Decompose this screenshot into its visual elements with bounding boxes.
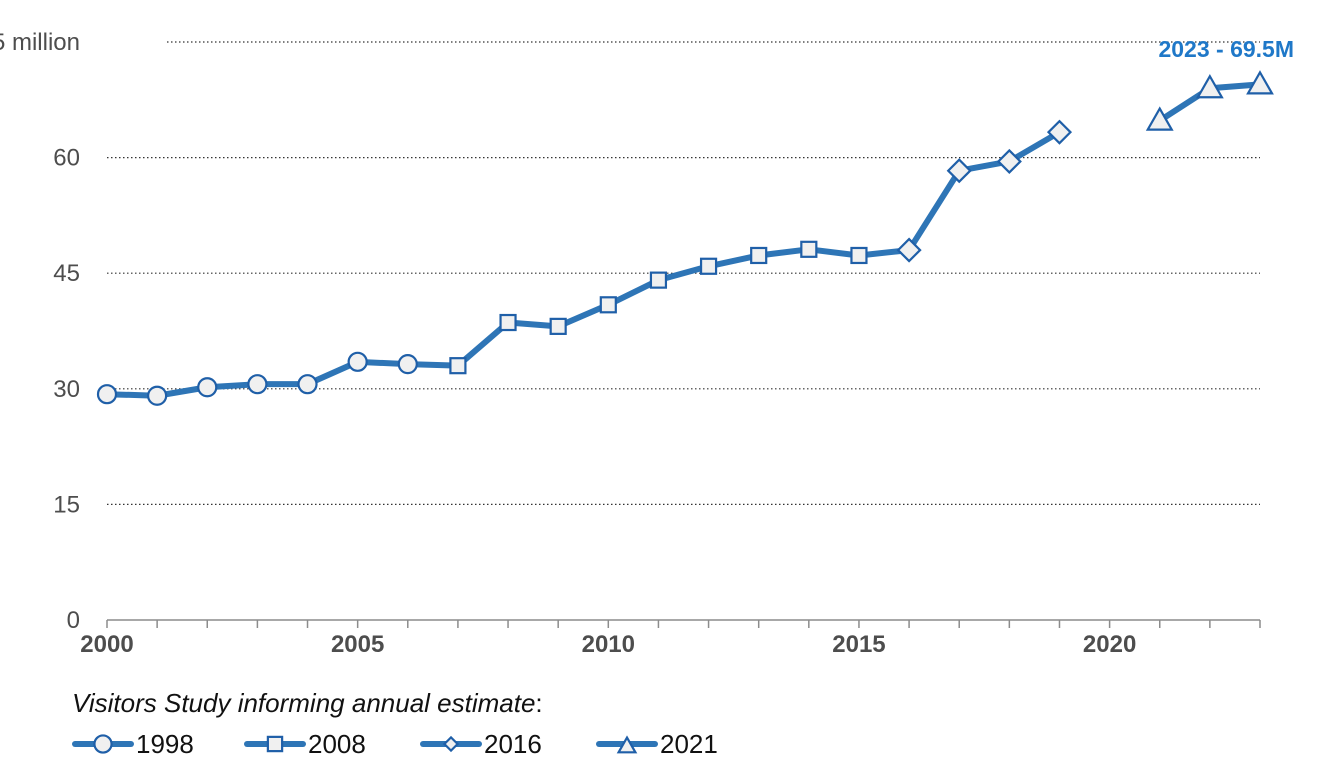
y-tick-label: 30 <box>53 376 80 403</box>
data-point-diamond <box>996 148 1022 175</box>
data-point-circle <box>147 385 168 406</box>
data-point-circle <box>197 377 218 398</box>
data-point-square <box>800 240 818 258</box>
data-point-diamond <box>1046 119 1073 145</box>
data-point-square <box>850 246 868 265</box>
data-point-square <box>266 735 284 753</box>
legend-label: 2008 <box>308 729 366 759</box>
x-axis: 2000 2005 2010 2015 2020 <box>80 619 1261 658</box>
x-tick-label: 2015 <box>832 631 885 658</box>
y-tick-label: 45 <box>53 260 80 287</box>
data-point-square <box>499 313 517 332</box>
data-point-circle <box>397 354 418 375</box>
x-tick-label: 2010 <box>582 631 635 658</box>
legend-title: Visitors Study informing annual estimate… <box>72 688 543 718</box>
data-point-circle <box>297 374 318 395</box>
data-point-square <box>750 246 768 265</box>
data-point-diamond <box>442 735 460 753</box>
legend-label: 2016 <box>484 729 542 759</box>
series-line-2016 <box>906 129 1063 254</box>
y-axis-ticks: 0 15 30 45 60 75 million <box>0 29 80 634</box>
series-lines <box>104 81 1263 399</box>
x-tick-label: 2020 <box>1083 631 1136 658</box>
triangle-marker-icon <box>596 735 658 754</box>
data-point-triangle <box>616 735 638 754</box>
y-tick-label: 60 <box>53 145 80 172</box>
data-point-circle <box>247 374 268 395</box>
x-tick-label: 2005 <box>331 631 384 658</box>
data-point-square <box>449 357 467 375</box>
annotation-label: 2023 - 69.5M <box>1158 36 1294 62</box>
data-point-circle <box>93 734 113 754</box>
data-point-square <box>549 317 567 335</box>
data-point-triangle <box>1195 74 1224 99</box>
line-chart: 0 15 30 45 60 75 million 2000 2005 2010 2015 2020… <box>0 29 1294 658</box>
y-tick-label: 0 <box>67 607 80 634</box>
series-markers <box>96 70 1274 406</box>
data-point-circle <box>347 351 368 372</box>
legend-label: 1998 <box>136 729 194 759</box>
data-point-square <box>649 271 668 289</box>
legend-label: 2021 <box>660 729 718 759</box>
data-point-triangle <box>1145 106 1174 131</box>
data-point-triangle <box>1246 70 1274 95</box>
circle-marker-icon <box>72 734 134 754</box>
diamond-marker-icon <box>420 735 482 753</box>
data-point-diamond <box>896 237 922 263</box>
y-tick-label: 75 million <box>0 29 80 56</box>
data-point-square <box>599 296 617 314</box>
series-line-2008 <box>404 246 913 369</box>
x-tick-label: 2000 <box>80 631 133 658</box>
y-tick-label: 15 <box>53 491 80 518</box>
data-point-diamond <box>946 158 972 184</box>
data-point-square <box>699 257 718 275</box>
square-marker-icon <box>244 735 306 753</box>
data-point-circle <box>96 384 118 405</box>
